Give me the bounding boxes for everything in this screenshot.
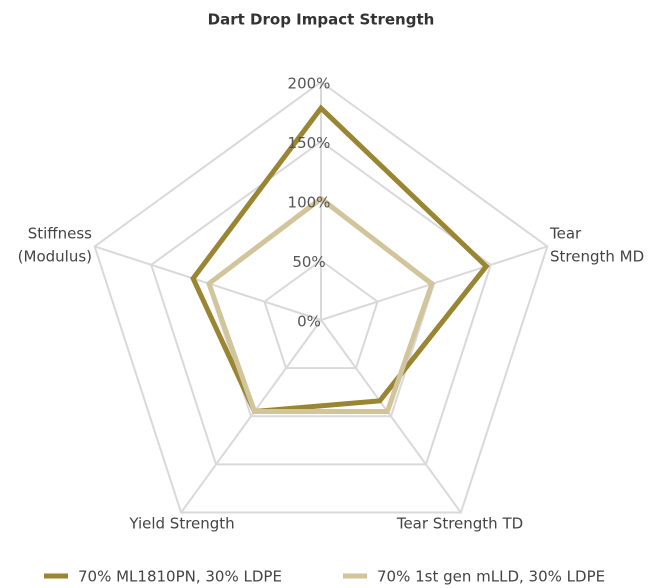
spoke (320, 319, 462, 514)
category-label: Stiffness (28, 225, 92, 243)
category-label: Tear (549, 225, 582, 243)
tick-label: 50% (292, 253, 325, 271)
legend-label: 70% ML1810PN, 30% LDPE (78, 568, 282, 586)
grid-ring (93, 80, 549, 514)
series-line (190, 104, 490, 415)
tick-label: 0% (297, 313, 321, 331)
category-label: Strength MD (550, 248, 644, 266)
grid-ring (263, 259, 379, 370)
category-label: Yield Strength (128, 515, 234, 533)
spoke (180, 319, 322, 514)
tick-label: 100% (288, 194, 331, 212)
series-line (205, 195, 435, 414)
tick-label: 150% (288, 134, 331, 152)
category-label: Dart Drop Impact Strength (208, 11, 435, 29)
category-label: Tear Strength TD (396, 515, 523, 533)
tick-label: 200% (288, 75, 331, 93)
category-label: (Modulus) (18, 248, 92, 266)
legend-label: 70% 1st gen mLLD, 30% LDPE (377, 568, 605, 586)
